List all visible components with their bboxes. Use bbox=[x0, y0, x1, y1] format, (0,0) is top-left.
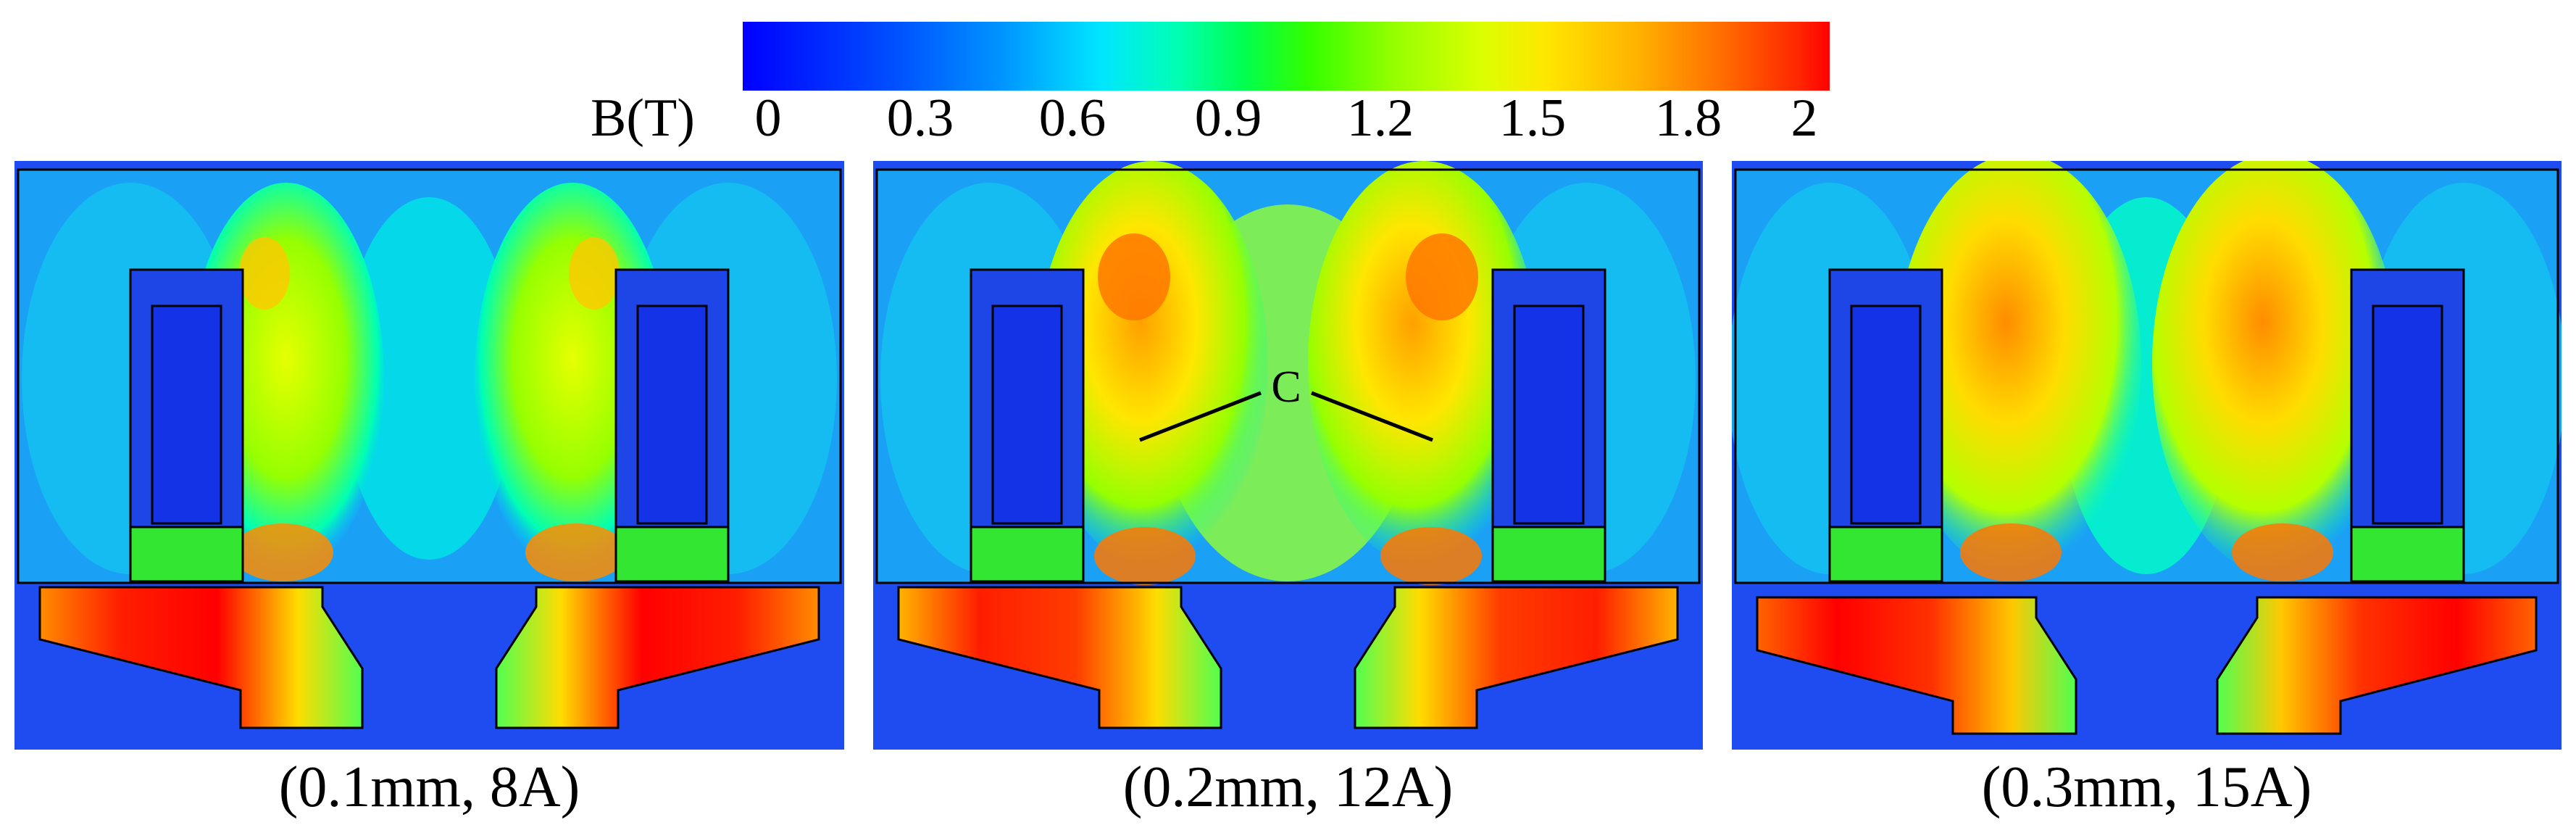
annotation-label-c: C bbox=[1271, 362, 1301, 412]
panel-2-caption: (0.2mm, 12A) bbox=[1122, 755, 1454, 819]
colorbar bbox=[743, 22, 1830, 91]
field-plot: C bbox=[873, 161, 1703, 750]
colorbar-title: B(T) bbox=[591, 88, 695, 148]
panel-1-caption: (0.1mm, 8A) bbox=[278, 755, 580, 819]
annotation-leader-left bbox=[1139, 391, 1262, 442]
colorbar-tick: 1.5 bbox=[1499, 88, 1567, 148]
colorbar-tick: 0.6 bbox=[1038, 88, 1106, 148]
flux-density-panel-3 bbox=[1732, 161, 2562, 750]
colorbar-tick: 2 bbox=[1791, 88, 1818, 148]
field-plot bbox=[1732, 161, 2562, 750]
panel-3-caption: (0.3mm, 15A) bbox=[1981, 755, 2312, 819]
colorbar-tick: 0 bbox=[754, 88, 782, 148]
flux-density-panel-1 bbox=[14, 161, 844, 750]
flux-density-panel-2: C bbox=[873, 161, 1703, 750]
colorbar-tick: 0.9 bbox=[1194, 88, 1262, 148]
annotation-leader-right bbox=[1311, 391, 1433, 442]
colorbar-tick: 1.2 bbox=[1346, 88, 1414, 148]
colorbar-tick: 1.8 bbox=[1654, 88, 1722, 148]
field-plot bbox=[14, 161, 844, 750]
colorbar-tick: 0.3 bbox=[886, 88, 954, 148]
